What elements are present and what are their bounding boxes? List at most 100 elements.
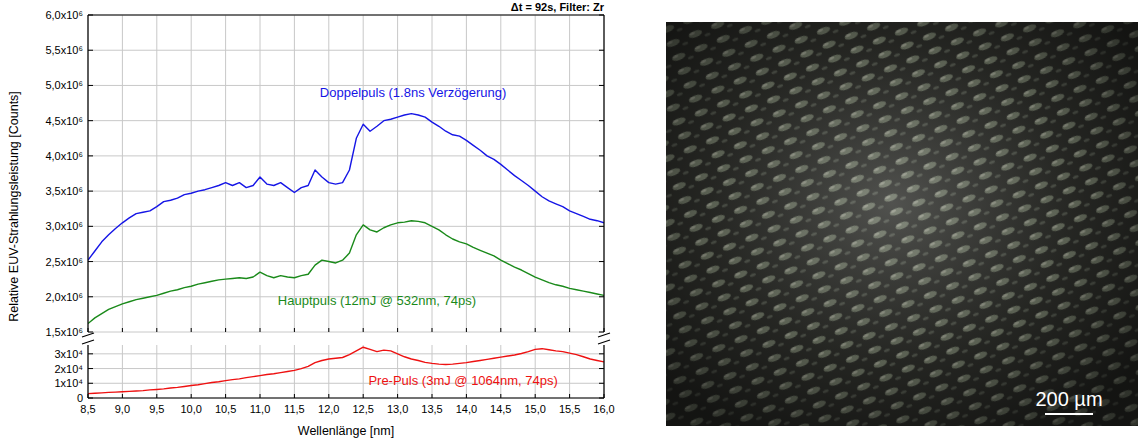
grid-line-x (328, 345, 329, 398)
grid-line-y (88, 353, 604, 354)
tick-label-x: 15,0 (524, 403, 545, 415)
grid-line-x (122, 345, 123, 398)
break-mark (82, 340, 94, 344)
tick-y-right (599, 120, 604, 121)
tick-x (225, 328, 226, 332)
grid-line-y (88, 368, 604, 369)
scale-bar (1045, 413, 1093, 415)
axis-top (88, 14, 604, 15)
tick-label-x: 8,5 (80, 403, 95, 415)
image-bg (666, 22, 1138, 426)
axes (88, 15, 604, 332)
tick-x (294, 328, 295, 332)
tick-label-y: 4,0x10⁶ (45, 150, 83, 162)
grid-line-x (569, 15, 570, 332)
tick-y-right (599, 85, 604, 86)
tick-label-y: 3,0x10⁶ (45, 220, 83, 232)
tick-label-x: 14,0 (456, 403, 477, 415)
tick-y-right (599, 50, 604, 51)
tick-y (88, 332, 93, 333)
grid-line-x (500, 15, 501, 332)
tick-x (191, 394, 192, 398)
tick-y (88, 353, 93, 354)
tick-label-y: 3x10⁴ (54, 348, 83, 360)
grid-line-y (88, 191, 604, 192)
tick-label-x: 13,5 (421, 403, 442, 415)
tick-y-right (599, 398, 604, 399)
grid-line-x (535, 15, 536, 332)
tick-label-x: 13,0 (387, 403, 408, 415)
series-label: Doppelpuls (1.8ns Verzögerung) (320, 85, 506, 100)
tick-x (604, 328, 605, 332)
tick-label-y: 2x10⁴ (54, 363, 83, 375)
tick-x (88, 328, 89, 332)
series-group (88, 114, 604, 324)
tick-label-x: 10,0 (180, 403, 201, 415)
grid-line-x (363, 345, 364, 398)
tick-x (466, 328, 467, 332)
tick-x (466, 394, 467, 398)
tick-y (88, 191, 93, 192)
tick-x (260, 394, 261, 398)
grid-line-x (328, 15, 329, 332)
tick-y (88, 296, 93, 297)
break-mark (82, 333, 94, 337)
tick-label-x: 16,0 (593, 403, 614, 415)
grid-line-y (88, 155, 604, 156)
grid-line-x (432, 345, 433, 398)
grid-line-x (156, 15, 157, 332)
tick-label-y: 6,0x10⁶ (45, 9, 83, 21)
tick-y (88, 155, 93, 156)
annotation: Δt = 92s, Filter: Zr (511, 1, 605, 13)
tick-y-right (599, 332, 604, 333)
tick-x (156, 328, 157, 332)
tick-label-x: 11,5 (284, 403, 305, 415)
grid-line-x (88, 15, 89, 332)
grid-line-x (191, 345, 192, 398)
tick-y-right (599, 261, 604, 262)
panel: 1,5x10⁶2,0x10⁶2,5x10⁶3,0x10⁶3,5x10⁶4,0x1… (45, 9, 604, 338)
tick-y-right (599, 191, 604, 192)
tick-label-x: 15,5 (559, 403, 580, 415)
tick-x (328, 394, 329, 398)
tick-label-x: 9,5 (149, 403, 164, 415)
axis-bottom (88, 397, 604, 398)
tick-x (191, 328, 192, 332)
tick-y (88, 226, 93, 227)
micrograph: 200 µm (666, 22, 1138, 426)
grid-line-x (260, 15, 261, 332)
grid-line-x (604, 345, 605, 398)
tick-x (535, 394, 536, 398)
tick-x (225, 394, 226, 398)
tick-label-y: 2,0x10⁶ (45, 291, 83, 303)
series-line (88, 221, 604, 324)
grid-line-x (122, 15, 123, 332)
tick-label-x: 12,5 (352, 403, 373, 415)
tick-x (363, 328, 364, 332)
tick-y-right (599, 226, 604, 227)
grid-line-x (363, 15, 364, 332)
grid-line-x (466, 15, 467, 332)
tick-x (604, 394, 605, 398)
tick-y-right (599, 155, 604, 156)
tick-x (432, 394, 433, 398)
tick-label-y: 1,5x10⁶ (45, 326, 83, 338)
tick-x (88, 394, 89, 398)
tick-x (500, 328, 501, 332)
grid-line-x (397, 15, 398, 332)
grid-line-x (225, 15, 226, 332)
break-mark (598, 333, 610, 337)
grid-line-x (432, 15, 433, 332)
image-texture (666, 22, 1138, 426)
grid-line-y (88, 226, 604, 227)
axis-left (87, 345, 88, 398)
grid-line-x (294, 15, 295, 332)
series-line (88, 347, 604, 393)
tick-x (122, 328, 123, 332)
tick-x (397, 394, 398, 398)
tick-x (363, 394, 364, 398)
tick-label-y: 1x10⁴ (54, 377, 83, 389)
grid-line-y (88, 398, 604, 399)
tick-x (569, 394, 570, 398)
grid-line-x (260, 345, 261, 398)
